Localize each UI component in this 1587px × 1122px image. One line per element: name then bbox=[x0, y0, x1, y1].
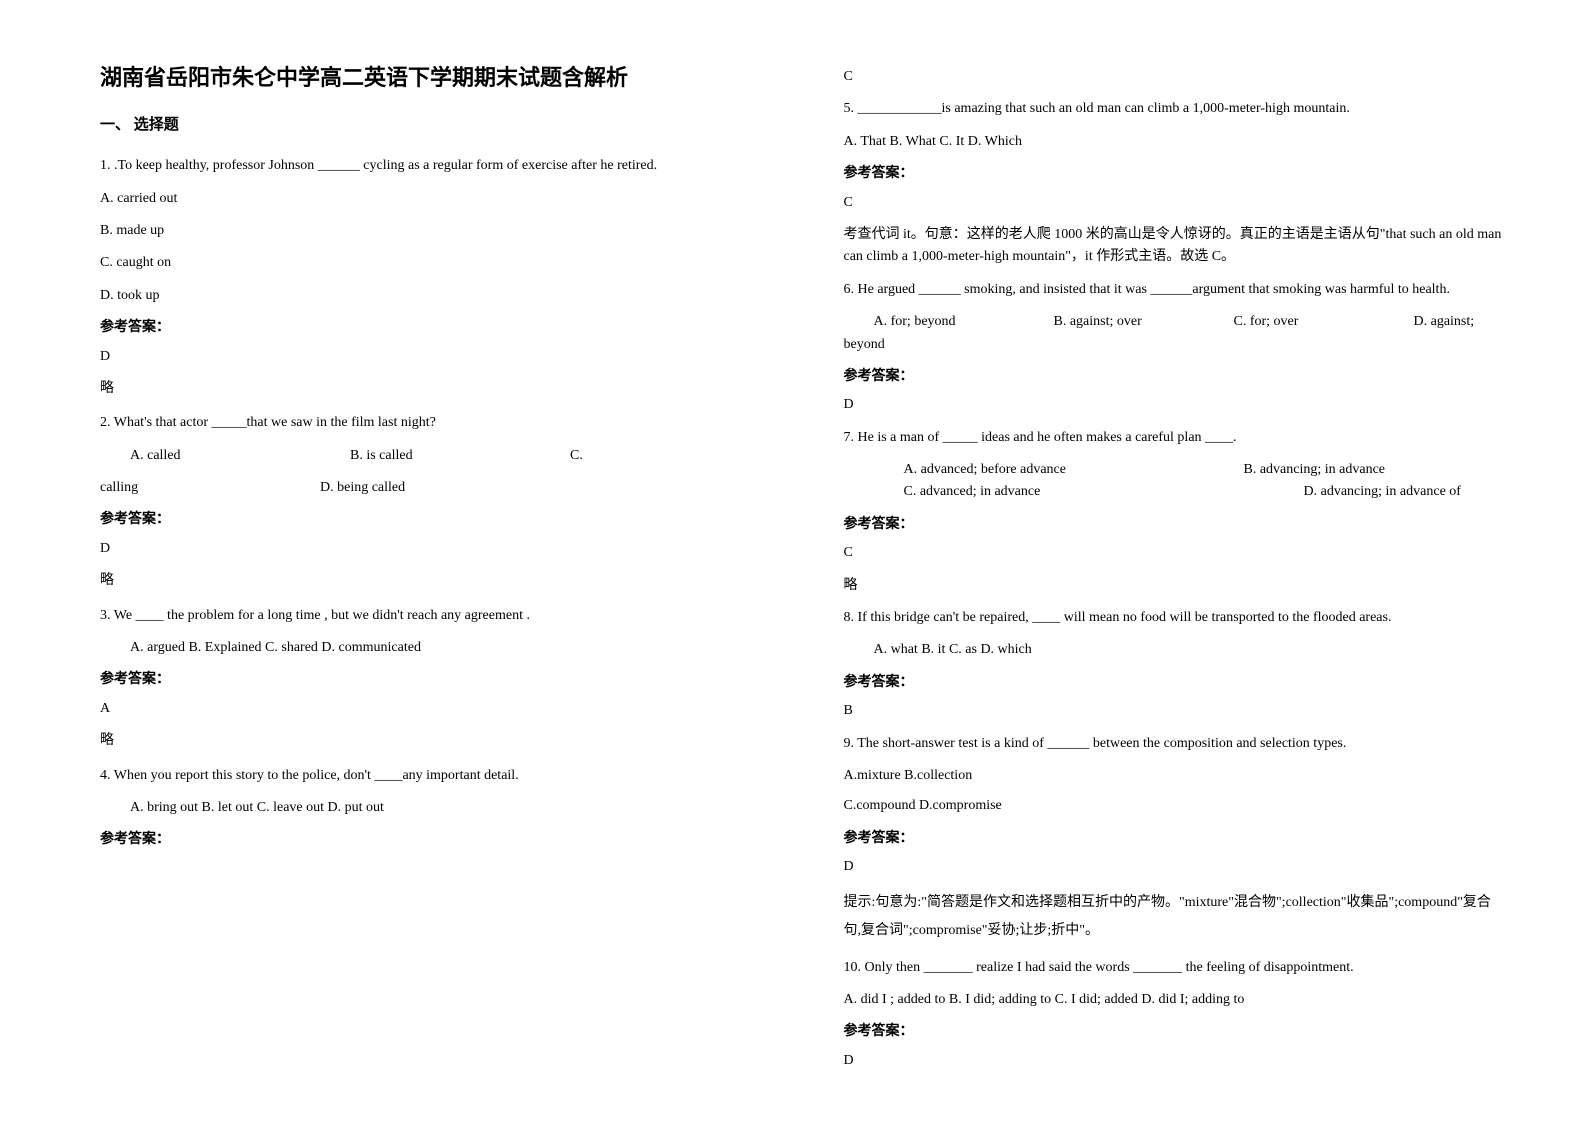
q2-opt-b: B. is called bbox=[350, 445, 570, 467]
q8-answer-label: 参考答案： bbox=[844, 672, 1508, 694]
q8-answer: B bbox=[844, 700, 1508, 722]
q7-note: 略 bbox=[844, 575, 1508, 597]
q10-answer-label: 参考答案： bbox=[844, 1021, 1508, 1043]
q7-opt-c: C. advanced; in advance bbox=[844, 481, 1244, 503]
q2-note: 略 bbox=[100, 570, 764, 592]
q6-answer-label: 参考答案： bbox=[844, 366, 1508, 388]
question-4: 4. When you report this story to the pol… bbox=[100, 765, 764, 787]
q1-opt-c: C. caught on bbox=[100, 252, 764, 274]
question-7: 7. He is a man of _____ ideas and he oft… bbox=[844, 427, 1508, 449]
q7-answer: C bbox=[844, 542, 1508, 564]
q6-opt-c: C. for; over bbox=[1234, 311, 1414, 333]
q2-opt-c: calling bbox=[100, 477, 320, 499]
q1-answer-label: 参考答案： bbox=[100, 317, 764, 339]
question-8: 8. If this bridge can't be repaired, ___… bbox=[844, 607, 1508, 629]
q1-answer: D bbox=[100, 346, 764, 368]
q9-answer: D bbox=[844, 856, 1508, 878]
question-5: 5. ____________is amazing that such an o… bbox=[844, 98, 1508, 120]
q10-answer: D bbox=[844, 1050, 1508, 1072]
q2-opt-d: D. being called bbox=[320, 477, 405, 499]
q1-note: 略 bbox=[100, 378, 764, 400]
question-10-options: A. did I ; added to B. I did; adding to … bbox=[844, 989, 1508, 1011]
q5-answer-label: 参考答案： bbox=[844, 163, 1508, 185]
question-3: 3. We ____ the problem for a long time ,… bbox=[100, 605, 764, 627]
q1-opt-d: D. took up bbox=[100, 285, 764, 307]
q7-opt-a: A. advanced; before advance bbox=[844, 459, 1244, 481]
q2-answer: D bbox=[100, 538, 764, 560]
question-2-options: A. called B. is called C. calling D. bei… bbox=[100, 445, 764, 500]
q9-answer-label: 参考答案： bbox=[844, 828, 1508, 850]
section-header: 一、 选择题 bbox=[100, 113, 764, 137]
q3-answer-label: 参考答案： bbox=[100, 669, 764, 691]
q4-answer: C bbox=[844, 66, 1508, 88]
q6-opt-d2: beyond bbox=[844, 334, 1508, 356]
q6-answer: D bbox=[844, 394, 1508, 416]
question-9: 9. The short-answer test is a kind of __… bbox=[844, 733, 1508, 755]
question-3-options: A. argued B. Explained C. shared D. comm… bbox=[100, 637, 764, 659]
q2-answer-label: 参考答案： bbox=[100, 509, 764, 531]
page-title: 湖南省岳阳市朱仑中学高二英语下学期期末试题含解析 bbox=[100, 60, 764, 95]
question-5-options: A. That B. What C. It D. Which bbox=[844, 131, 1508, 153]
q9-row2: C.compound D.compromise bbox=[844, 795, 1508, 817]
q5-answer: C bbox=[844, 192, 1508, 214]
q7-answer-label: 参考答案： bbox=[844, 514, 1508, 536]
q4-answer-label: 参考答案： bbox=[100, 829, 764, 851]
question-1: 1. .To keep healthy, professor Johnson _… bbox=[100, 155, 764, 177]
q1-opt-b: B. made up bbox=[100, 220, 764, 242]
q6-opt-b: B. against; over bbox=[1054, 311, 1234, 333]
q3-note: 略 bbox=[100, 730, 764, 752]
q3-answer: A bbox=[100, 698, 764, 720]
q6-opt-d: D. against; bbox=[1414, 311, 1475, 333]
q2-opt-c-prefix: C. bbox=[570, 445, 583, 467]
q2-opt-a: A. called bbox=[100, 445, 350, 467]
question-6: 6. He argued ______ smoking, and insiste… bbox=[844, 279, 1508, 301]
question-8-options: A. what B. it C. as D. which bbox=[844, 639, 1508, 661]
q5-note: 考查代词 it。句意：这样的老人爬 1000 米的高山是令人惊讶的。真正的主语是… bbox=[844, 224, 1508, 269]
q9-row1: A.mixture B.collection bbox=[844, 765, 1508, 787]
question-4-options: A. bring out B. let out C. leave out D. … bbox=[100, 797, 764, 819]
q7-opt-b: B. advancing; in advance bbox=[1244, 459, 1386, 481]
question-7-options: A. advanced; before advance B. advancing… bbox=[844, 459, 1508, 504]
question-2: 2. What's that actor _____that we saw in… bbox=[100, 412, 764, 434]
q6-opt-a: A. for; beyond bbox=[844, 311, 1054, 333]
q9-note: 提示:句意为:"简答题是作文和选择题相互折中的产物。"mixture"混合物";… bbox=[844, 889, 1508, 945]
q1-opt-a: A. carried out bbox=[100, 188, 764, 210]
question-6-options: A. for; beyond B. against; over C. for; … bbox=[844, 311, 1508, 356]
question-10: 10. Only then _______ realize I had said… bbox=[844, 957, 1508, 979]
q7-opt-d: D. advancing; in advance of bbox=[1244, 481, 1461, 503]
question-1-options: A. carried out B. made up C. caught on D… bbox=[100, 188, 764, 308]
question-9-options: A.mixture B.collection C.compound D.comp… bbox=[844, 765, 1508, 818]
